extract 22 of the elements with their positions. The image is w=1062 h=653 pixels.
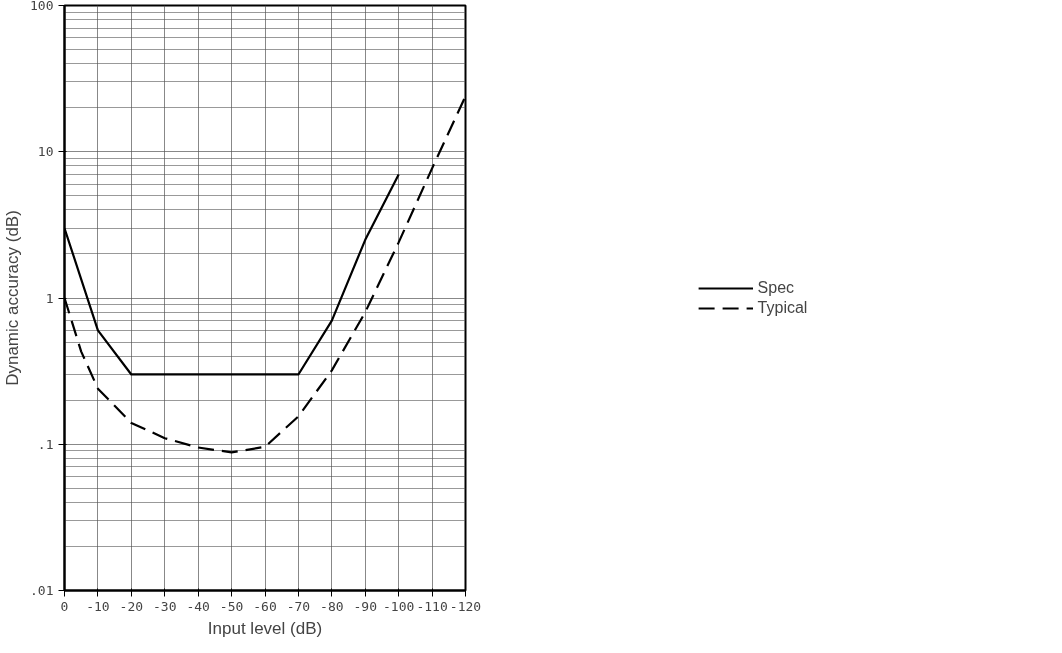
x-tick-label: -110 (416, 598, 448, 614)
x-tick-label: -10 (86, 598, 110, 614)
x-axis-title: Input level (dB) (207, 618, 323, 638)
x-tick-label: -70 (286, 598, 311, 614)
legend-label: Typical (757, 298, 808, 317)
legend-label: Spec (757, 278, 795, 297)
y-tick-label: 1 (45, 290, 54, 306)
x-tick-label: -100 (383, 598, 415, 614)
x-tick-label: -40 (186, 598, 210, 614)
x-tick-label: -120 (449, 598, 482, 614)
x-tick-label: -50 (219, 598, 244, 614)
y-tick-label: .01 (30, 583, 54, 598)
y-tick-label: .1 (37, 436, 54, 452)
x-tick-label: -60 (253, 598, 277, 614)
y-tick-label: 100 (30, 0, 54, 13)
x-tick-label: 0 (60, 598, 69, 614)
y-axis-title: Dynamic accuracy (dB) (3, 210, 23, 386)
x-tick-label: -20 (119, 598, 144, 614)
x-tick-label: -90 (353, 598, 377, 614)
x-tick-label: -80 (320, 598, 344, 614)
x-tick-label: -30 (153, 598, 177, 614)
y-tick-label: 10 (37, 144, 54, 160)
